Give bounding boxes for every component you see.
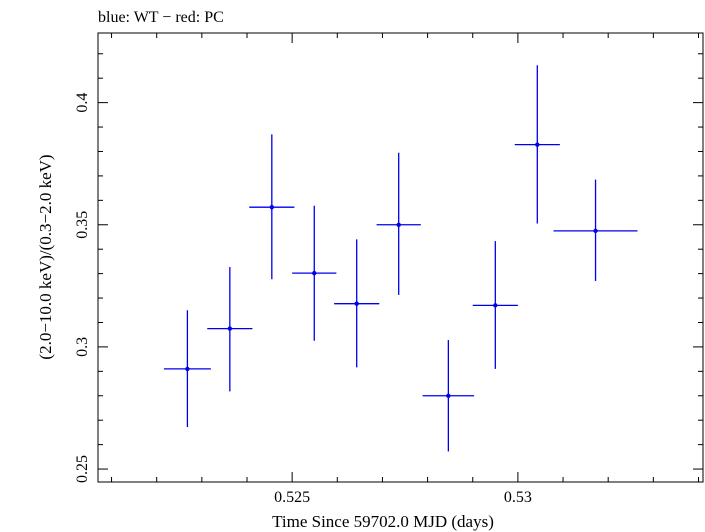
y-axis-label: (2.0−10.0 keV)/(0.3−2.0 keV) [36,154,55,359]
y-tick-label: 0.4 [74,93,91,113]
data-point [249,134,295,280]
point-marker [535,142,540,147]
point-marker [396,222,401,227]
data-point [163,310,211,428]
data-point [334,239,380,368]
point-marker [312,270,317,276]
y-tick-label: 0.35 [74,211,91,239]
data-point [207,267,253,392]
data-point [514,65,560,224]
point-marker [185,366,190,372]
data-point [422,340,475,452]
point-marker [493,303,498,308]
chart-title: blue: WT − red: PC [98,9,224,26]
y-axis: 0.25 0.3 0.35 0.4 [74,53,703,483]
point-marker [446,393,451,398]
data-point [472,241,518,369]
data-point [376,152,421,295]
data-point [292,205,337,341]
data-point [553,179,638,281]
y-tick-label: 0.3 [74,337,91,357]
point-marker [354,301,359,306]
x-axis: 0.525 0.53 [111,33,699,506]
y-tick-label: 0.25 [74,455,91,483]
data-series-wt [163,65,638,452]
x-axis-label: Time Since 59702.0 MJD (days) [272,512,494,531]
point-marker [227,326,233,331]
x-tick-label: 0.525 [274,489,310,506]
point-marker [269,204,275,210]
point-marker [593,228,598,234]
x-tick-label: 0.53 [504,489,532,506]
plot-frame [97,32,704,483]
